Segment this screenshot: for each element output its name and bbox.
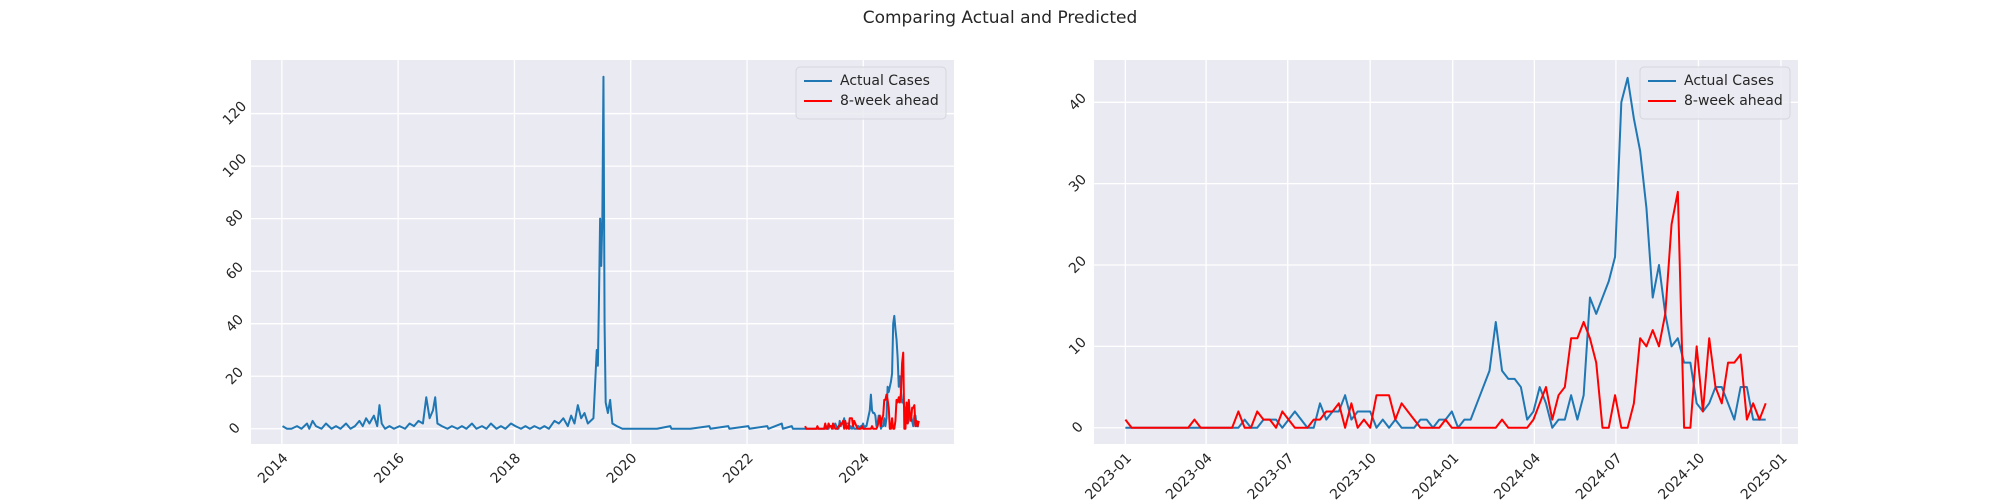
- y-tick-label: 60: [223, 259, 247, 283]
- y-tick-label: 0: [1069, 419, 1087, 437]
- y-tick-label: 20: [1066, 253, 1090, 277]
- y-tick-label: 120: [220, 98, 250, 128]
- x-tick-label: 2014: [255, 450, 292, 487]
- y-tick-label: 100: [220, 151, 250, 181]
- y-tick-label: 40: [1066, 90, 1090, 114]
- x-tick-label: 2024-10: [1655, 450, 1708, 500]
- x-tick-label: 2025-01: [1738, 450, 1791, 500]
- series-line: [1124, 190, 1767, 429]
- series-line: [804, 351, 920, 430]
- x-tick-label: 2024-01: [1410, 450, 1463, 500]
- x-tick-label: 2024-04: [1491, 450, 1544, 500]
- x-tick-label: 2023-07: [1245, 450, 1298, 500]
- y-tick-label: 30: [1066, 172, 1090, 196]
- y-tick-label: 20: [223, 364, 247, 388]
- legend-box: [1639, 66, 1791, 120]
- x-tick-label: 2024: [836, 450, 873, 487]
- x-tick-label: 2023-01: [1082, 450, 1135, 500]
- legend-label: Actual Cases: [840, 73, 930, 89]
- y-tick-label: 40: [223, 312, 247, 336]
- legend-label: 8-week ahead: [840, 93, 939, 109]
- legend-label: 8-week ahead: [1684, 93, 1783, 109]
- x-tick-label: 2023-10: [1327, 450, 1380, 500]
- y-tick-label: 10: [1066, 334, 1090, 358]
- legend-label: Actual Cases: [1684, 73, 1774, 89]
- x-tick-label: 2016: [371, 450, 408, 487]
- figure-title: Comparing Actual and Predicted: [863, 8, 1138, 28]
- y-tick-label: 80: [223, 207, 247, 231]
- x-tick-label: 2020: [604, 450, 641, 487]
- x-tick-label: 2022: [720, 450, 757, 487]
- y-tick-label: 0: [226, 420, 244, 438]
- legend-box: [795, 66, 947, 120]
- plot-background: [1094, 60, 1798, 444]
- x-tick-label: 2023-04: [1163, 450, 1216, 500]
- x-tick-label: 2024-07: [1573, 450, 1626, 500]
- x-tick-label: 2018: [488, 450, 525, 487]
